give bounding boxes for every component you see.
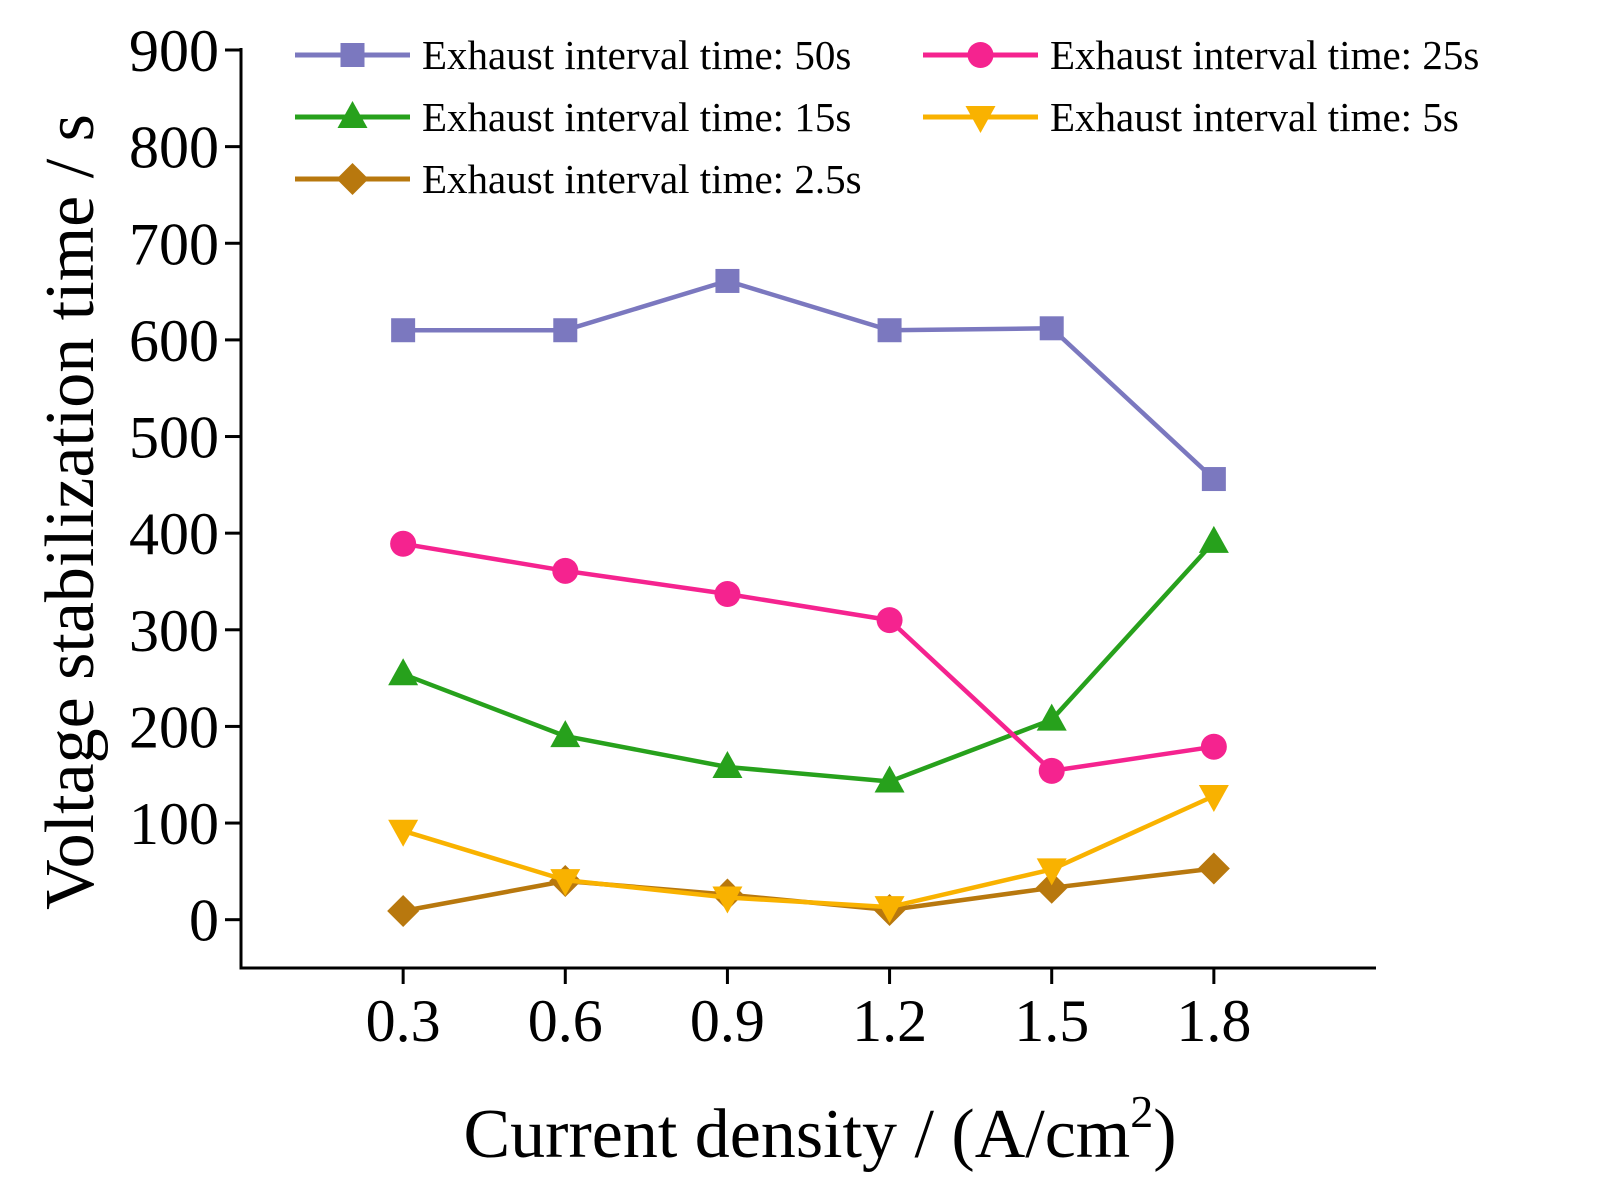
series-circle (390, 530, 1227, 784)
data-point (553, 318, 578, 343)
y-tick-label: 800 (129, 115, 219, 181)
legend-marker (340, 43, 365, 67)
legend-marker (336, 163, 369, 195)
y-tick-label: 500 (129, 405, 219, 471)
legend-item: Exhaust interval time: 15s (295, 94, 851, 140)
data-point (550, 869, 581, 897)
y-tick-label: 300 (129, 598, 219, 664)
data-point (714, 581, 741, 608)
data-point (388, 819, 419, 847)
data-point (1036, 703, 1067, 731)
data-point (550, 720, 581, 748)
data-point (1198, 784, 1229, 812)
legend-label: Exhaust interval time: 15s (422, 94, 851, 140)
series-line (402, 540, 1216, 784)
data-point (715, 268, 740, 293)
data-point (712, 886, 743, 914)
data-point (874, 765, 905, 793)
y-tick-label: 0 (189, 888, 219, 954)
data-point (1201, 467, 1226, 492)
series-line (402, 541, 1215, 774)
legend-item: Exhaust interval time: 2.5s (295, 156, 862, 202)
legend-item: Exhaust interval time: 50s (295, 32, 851, 78)
y-tick-label: 100 (129, 791, 219, 857)
y-tick-label: 700 (129, 211, 219, 277)
x-axis-title: Current density / (A/cm2) (463, 1086, 1176, 1173)
x-axis-title-superscript: 2 (1130, 1086, 1153, 1137)
legend-marker (967, 42, 994, 68)
series-square (391, 268, 1226, 492)
data-point (552, 557, 579, 584)
data-point (1200, 733, 1227, 760)
series-triangle-down (388, 784, 1229, 924)
data-point (1197, 852, 1230, 885)
x-tick-label: 1.2 (852, 988, 927, 1054)
x-tick-label: 0.6 (528, 988, 603, 1054)
series-line (402, 793, 1215, 910)
data-point (874, 896, 905, 924)
y-tick-label: 200 (129, 694, 219, 760)
legend: Exhaust interval time: 50s Exhaust interv… (295, 32, 1479, 202)
y-tick-label: 400 (129, 501, 219, 567)
y-tick-label: 600 (129, 308, 219, 374)
legend-label: Exhaust interval time: 50s (422, 32, 851, 78)
x-tick-label: 0.3 (366, 988, 441, 1054)
legend-marker (337, 101, 368, 128)
data-point (876, 607, 903, 634)
y-axis-title: Voltage stabilization time / s (32, 114, 109, 910)
legend-item: Exhaust interval time: 5s (923, 94, 1459, 140)
data-point (1039, 316, 1064, 341)
legend-label: Exhaust interval time: 25s (1050, 32, 1479, 78)
data-point (391, 318, 416, 343)
data-point (1036, 858, 1067, 886)
x-tick-label: 0.9 (690, 988, 765, 1054)
series-line (402, 866, 1215, 914)
legend-marker (965, 106, 996, 133)
series-triangle-up (388, 525, 1229, 793)
series-layer (387, 268, 1230, 927)
x-tick-label: 1.5 (1014, 988, 1089, 1054)
y-tick-label: 900 (129, 18, 219, 84)
data-point (390, 530, 417, 557)
data-point (388, 658, 419, 686)
data-point (1198, 525, 1229, 553)
legend-label: Exhaust interval time: 5s (1050, 94, 1459, 140)
legend-item: Exhaust interval time: 25s (923, 32, 1479, 78)
axes: 0 100 200 300 400 500 600 700 800 900 0.3 0.6 0.9 1.2… (129, 18, 1376, 1054)
legend-label: Exhaust interval time: 2.5s (422, 156, 862, 202)
data-point (387, 894, 420, 927)
data-point (877, 318, 902, 343)
data-point (712, 751, 743, 779)
x-tick-label: 1.8 (1176, 988, 1251, 1054)
series-line (403, 278, 1216, 481)
data-point (1038, 757, 1065, 784)
data-point (1035, 871, 1068, 904)
